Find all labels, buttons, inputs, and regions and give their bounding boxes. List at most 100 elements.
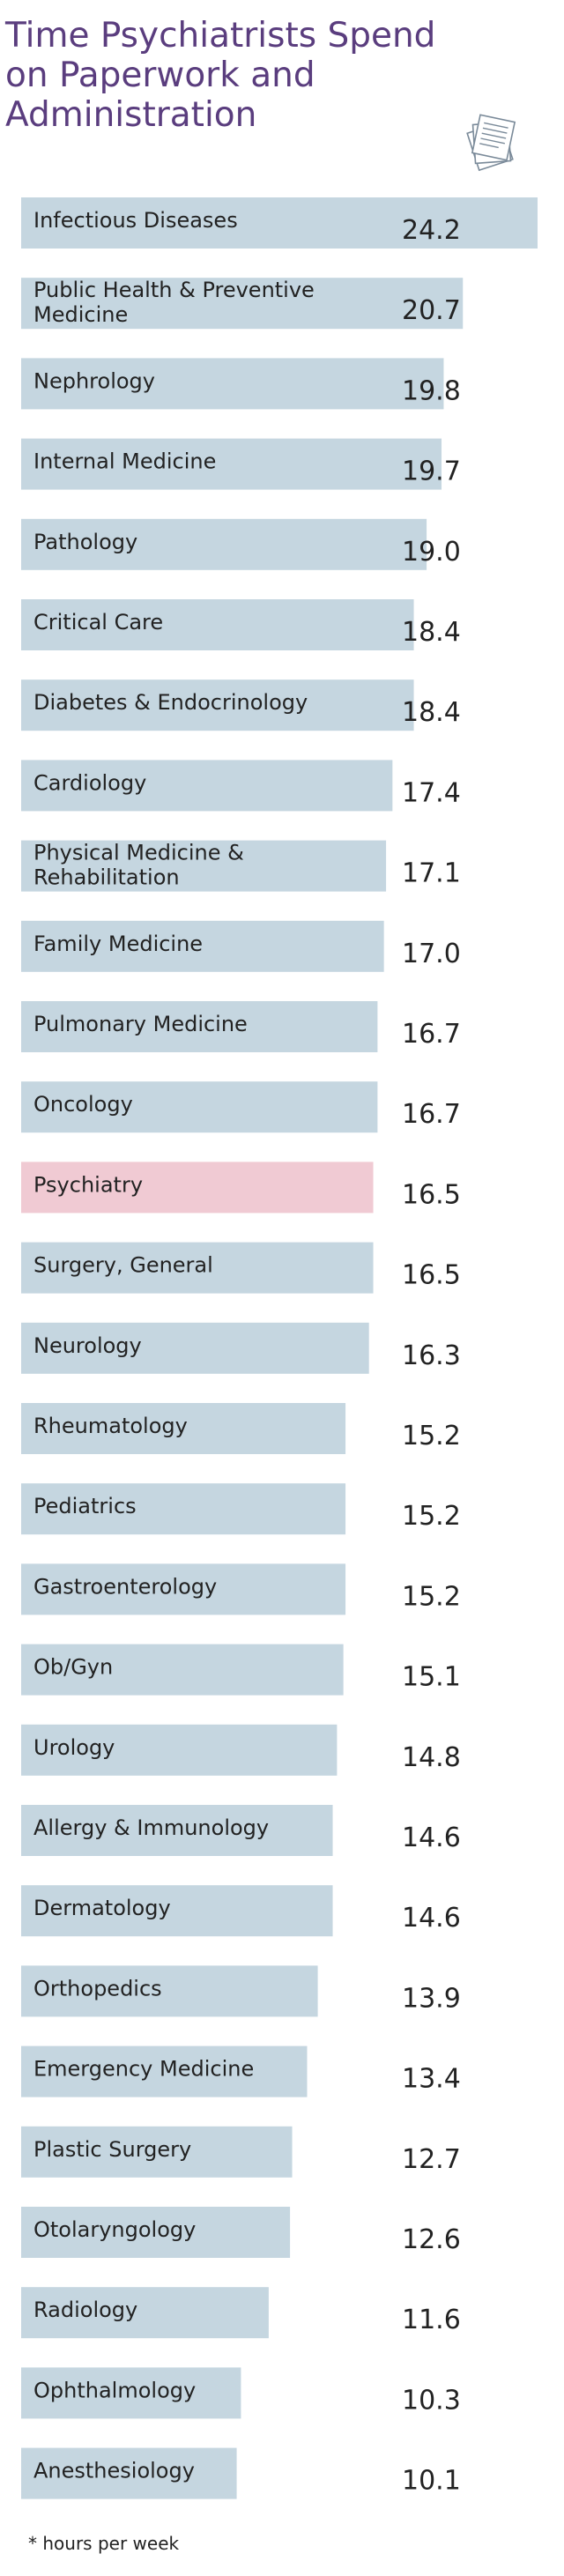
- bar-row: Pulmonary Medicine 16.7: [21, 1001, 461, 1052]
- bar-label: Pathology: [33, 530, 137, 554]
- value-label: 12.6: [402, 2224, 461, 2255]
- chart-title: Time Psychiatrists Spend on Paperwork an…: [5, 16, 436, 135]
- bar-label: Pulmonary Medicine: [33, 1012, 248, 1036]
- bar-label: Ophthalmology: [33, 2378, 196, 2402]
- bar-row: Cardiology 17.4: [21, 760, 461, 812]
- value-label: 10.3: [402, 2385, 461, 2416]
- bar: [21, 278, 464, 330]
- bar-label: Gastroenterology: [33, 1574, 217, 1599]
- bar-label: Otolaryngology: [33, 2217, 196, 2242]
- bar-row: Neurology 16.3: [21, 1322, 461, 1374]
- value-label: 19.8: [402, 375, 461, 406]
- value-label: 14.6: [402, 1823, 461, 1853]
- bar-row: Radiology 11.6: [21, 2287, 461, 2339]
- bar: [21, 1001, 378, 1052]
- value-label: 10.1: [402, 2466, 461, 2497]
- value-label: 15.2: [402, 1581, 461, 1612]
- bar-label: Neurology: [33, 1333, 142, 1358]
- bar-label: Family Medicine: [33, 932, 203, 956]
- bar-label: Urology: [33, 1735, 115, 1760]
- bar: [21, 438, 442, 490]
- bar-label: Diabetes & Endocrinology: [33, 690, 308, 715]
- value-label: 15.2: [402, 1421, 461, 1451]
- paperwork-stack-icon: [466, 114, 516, 172]
- bar: [21, 1644, 344, 1696]
- value-label: 15.1: [402, 1662, 461, 1693]
- bar-row: Family Medicine 17.0: [21, 920, 461, 972]
- value-label: 16.7: [402, 1099, 461, 1130]
- bar: [21, 518, 427, 570]
- bar-label: Cardiology: [33, 770, 146, 795]
- bar-row: Diabetes & Endocrinology 18.4: [21, 679, 461, 731]
- bar-row: Critical Care 18.4: [21, 599, 461, 650]
- value-label: 12.7: [402, 2144, 461, 2175]
- bar-label: Dermatology: [33, 1896, 171, 1920]
- bar-row: Urology 14.8: [21, 1724, 461, 1776]
- bar-row: Infectious Diseases 24.2: [21, 197, 538, 249]
- bar: [21, 2126, 293, 2178]
- bar: [21, 1483, 346, 1535]
- value-label: 18.4: [402, 697, 461, 728]
- bar-label: Surgery, General: [33, 1253, 213, 1278]
- bar-label: Critical Care: [33, 610, 163, 635]
- bar-label: Ob/Gyn: [33, 1655, 113, 1680]
- bar: [21, 1403, 346, 1454]
- bar-row: Nephrology 19.8: [21, 358, 461, 410]
- value-label: 16.3: [402, 1340, 461, 1371]
- value-label: 24.2: [402, 215, 461, 246]
- bar-label: Orthopedics: [33, 1976, 162, 2001]
- bar-label: Physical Medicine & Rehabilitation: [33, 841, 244, 890]
- value-label: 14.8: [402, 1742, 461, 1773]
- bar-label: Pediatrics: [33, 1494, 137, 1518]
- bar-row: Psychiatry 16.5: [21, 1162, 461, 1214]
- bar-label: Anesthesiology: [33, 2459, 195, 2483]
- bar-row: Plastic Surgery 12.7: [21, 2126, 461, 2178]
- bar-row: Internal Medicine 19.7: [21, 438, 461, 490]
- bar-row: Rheumatology 15.2: [21, 1403, 461, 1454]
- value-label: 17.4: [402, 777, 461, 808]
- bar: [21, 2207, 291, 2258]
- bar-row: Physical Medicine & Rehabilitation 17.1: [21, 840, 461, 892]
- bar-row: Ophthalmology 10.3: [21, 2367, 461, 2419]
- value-label: 16.5: [402, 1260, 461, 1291]
- value-label: 16.7: [402, 1019, 461, 1050]
- bar-label: Internal Medicine: [33, 449, 216, 474]
- bar: [21, 760, 393, 812]
- bar: [21, 2447, 237, 2499]
- bar: [21, 1724, 338, 1776]
- bar-label: Infectious Diseases: [33, 208, 238, 233]
- bar-row: Surgery, General 16.5: [21, 1242, 461, 1294]
- bar: [21, 1322, 369, 1374]
- bar: [21, 1965, 318, 2017]
- footnote: * hours per week: [28, 2533, 180, 2554]
- bar: [21, 2045, 308, 2097]
- value-label: 19.0: [402, 537, 461, 568]
- bar: [21, 840, 387, 892]
- value-label: 13.9: [402, 1983, 461, 2014]
- bar-row: Oncology 16.7: [21, 1081, 461, 1133]
- bar-row: Pathology 19.0: [21, 518, 461, 570]
- bar: [21, 679, 414, 731]
- bar-row: Dermatology 14.6: [21, 1885, 461, 1937]
- value-label: 11.6: [402, 2305, 461, 2335]
- bar: [21, 2287, 269, 2339]
- bar-row: Allergy & Immunology 14.6: [21, 1805, 461, 1856]
- bar: [21, 1162, 374, 1214]
- value-label: 18.4: [402, 617, 461, 648]
- bar: [21, 197, 538, 249]
- bar-label: Allergy & Immunology: [33, 1815, 269, 1840]
- bar-label: Public Health & Preventive Medicine: [33, 278, 315, 327]
- bar: [21, 599, 414, 650]
- bar-row: Otolaryngology 12.6: [21, 2207, 461, 2258]
- bar-label: Emergency Medicine: [33, 2057, 254, 2082]
- bar-label: Oncology: [33, 1092, 133, 1117]
- bar-row: Public Health & Preventive Medicine 20.7: [21, 278, 464, 330]
- bar-row: Gastroenterology 15.2: [21, 1563, 461, 1615]
- value-label: 17.0: [402, 939, 461, 969]
- bar-row: Ob/Gyn 15.1: [21, 1644, 461, 1696]
- bar-label: Radiology: [33, 2298, 137, 2322]
- bar: [21, 920, 384, 972]
- value-label: 20.7: [402, 295, 461, 326]
- bar: [21, 1563, 346, 1615]
- bar: [21, 1805, 333, 1856]
